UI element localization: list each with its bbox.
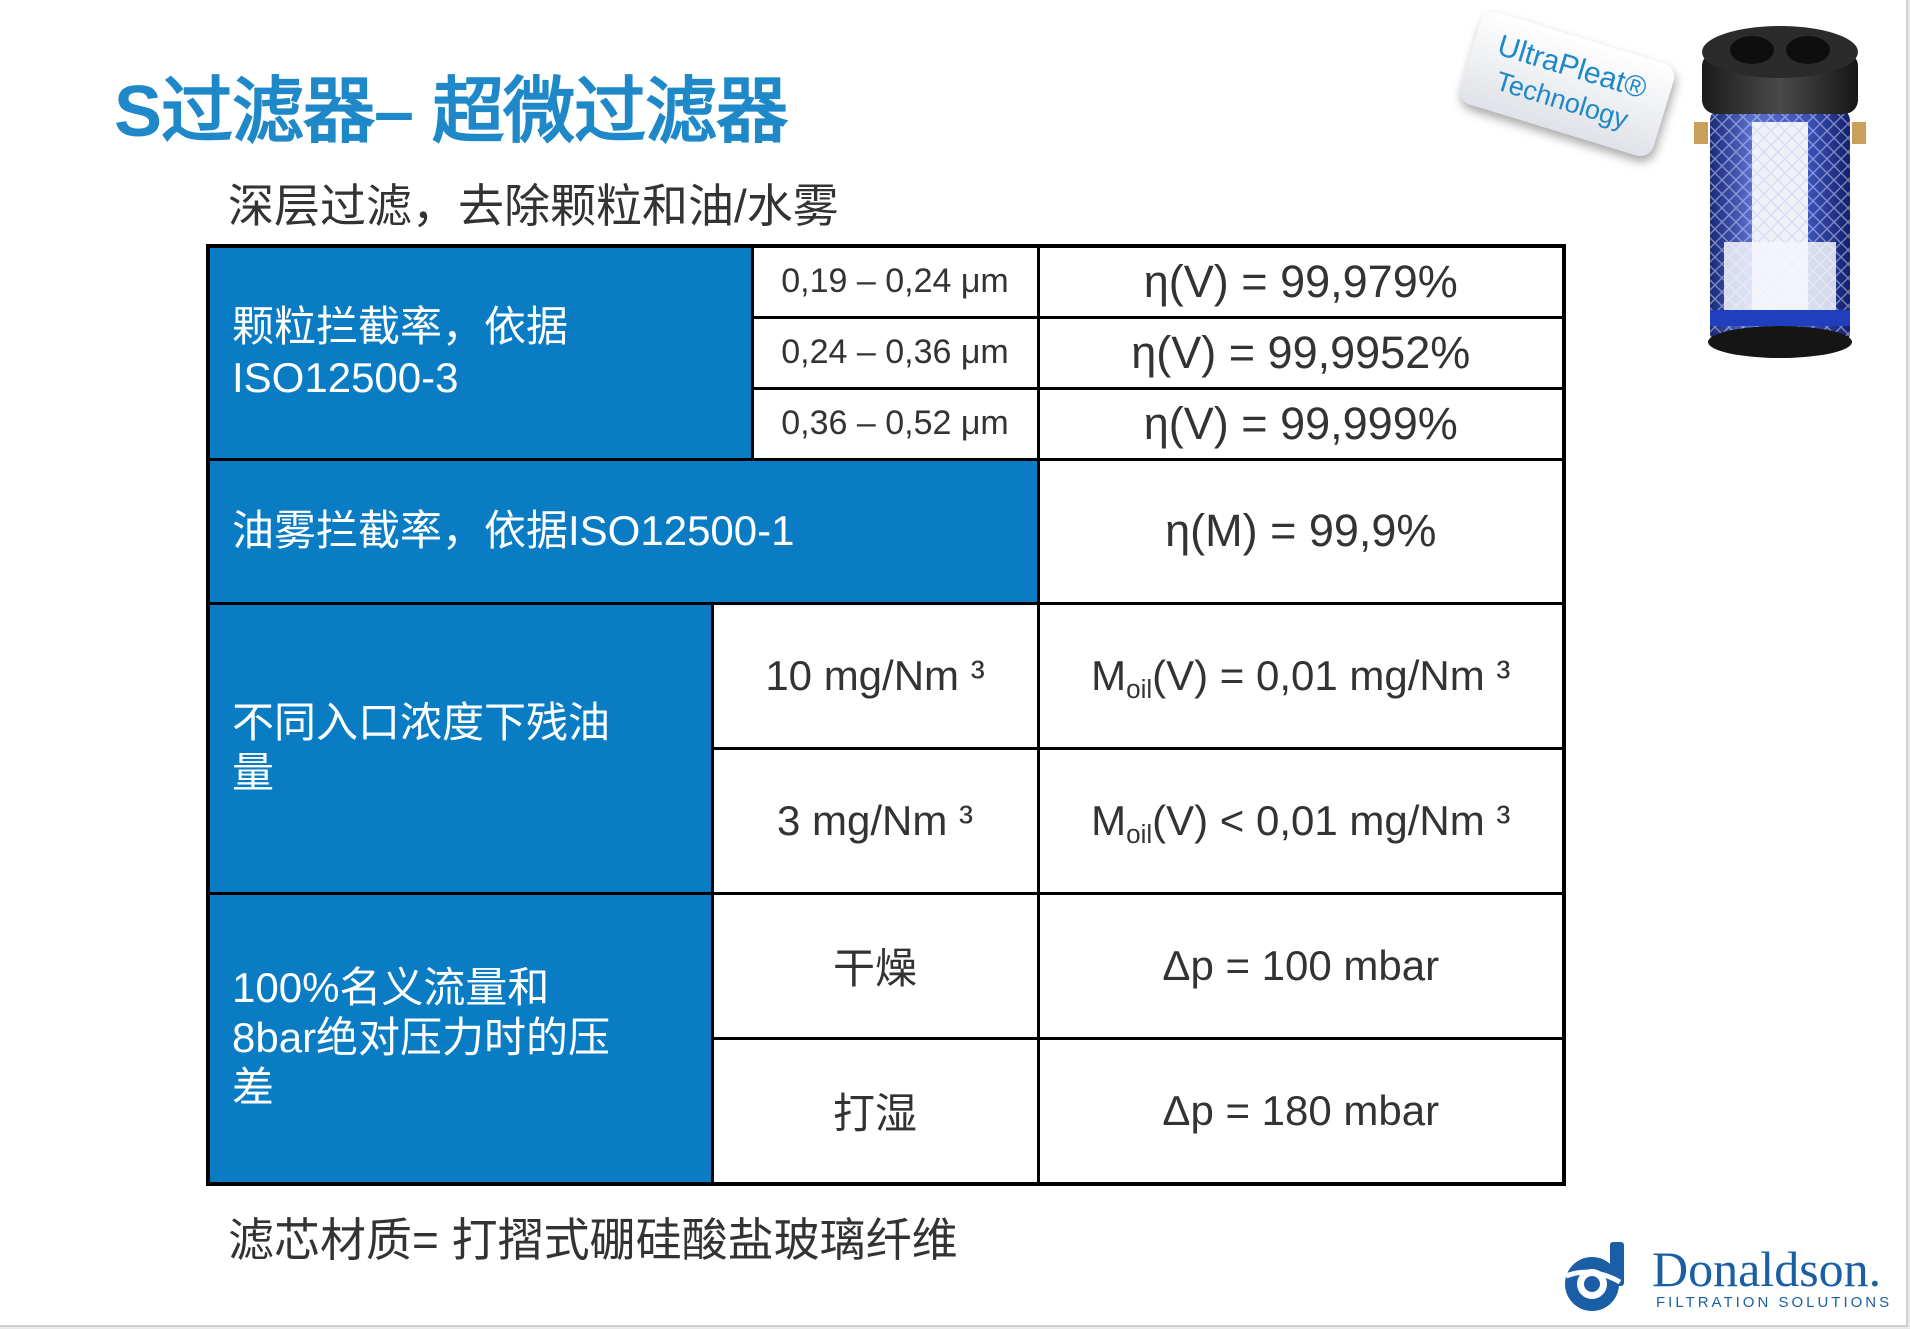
logo-tagline: FILTRATION SOLUTIONS [1656,1294,1893,1311]
residual-oil-value: (V) < 0,01 mg/Nm ³ [1152,796,1511,844]
pressure-drop-label-line-3: 差 [232,1064,275,1112]
oil-mist-efficiency-cell: η(M) = 99,9% [1036,457,1566,605]
residual-oil-label-line-1: 不同入口浓度下残油 [232,698,611,746]
pressure-drop-value-cell: Δp = 100 mbar [1036,891,1566,1040]
logo-wordmark: Donaldson. [1652,1241,1882,1297]
residual-oil-symbol: M [1091,796,1127,844]
inlet-concentration-cell: 3 mg/Nm ³ [710,746,1040,895]
table-row: 3 mg/Nm ³ Moil(V) < 0,01 mg/Nm ³ [208,746,1566,895]
oil-mist-label-cell: 油雾拦截率，依据ISO12500-1 [206,457,1040,605]
pressure-drop-value-cell: Δp = 180 mbar [1036,1036,1566,1186]
particle-efficiency-cell: η(V) = 99,999% [1036,386,1566,461]
filter-material-note: 滤芯材质= 打摺式硼硅酸盐玻璃纤维 [228,1214,958,1266]
residual-oil-subscript: oil [1126,673,1153,704]
inlet-concentration-cell: 10 mg/Nm ³ [710,601,1040,750]
particle-range-cell: 0,19 – 0,24 μm [750,244,1040,319]
particle-range-cell: 0,36 – 0,52 μm [750,386,1040,461]
table-row: 不同入口浓度下残油 量 10 mg/Nm ³ Moil(V) = 0,01 mg… [206,601,1566,895]
residual-oil-value: (V) = 0,01 mg/Nm ³ [1152,651,1511,699]
slide-title: S过滤器– 超微过滤器 [114,72,788,152]
donaldson-logo: Donaldson. FILTRATION SOLUTIONS [1560,1236,1900,1316]
pressure-drop-label-cell: 100%名义流量和 8bar绝对压力时的压 差 [206,891,714,1186]
filter-state-cell: 打湿 [710,1036,1040,1186]
residual-oil-symbol: M [1091,651,1127,699]
residual-oil-label-cell: 不同入口浓度下残油 量 [206,601,714,895]
particle-label-cell: 颗粒拦截率，依据 ISO12500-3 [206,244,754,461]
table-row: 颗粒拦截率，依据 ISO12500-3 0,19 – 0,24 μm η(V) … [206,244,1566,461]
spec-table: 颗粒拦截率，依据 ISO12500-3 0,19 – 0,24 μm η(V) … [206,244,1567,1186]
particle-label-line-1: 颗粒拦截率，依据 [232,303,569,351]
residual-oil-label-line-2: 量 [232,749,275,796]
donaldson-emblem-icon [1565,1242,1624,1311]
particle-efficiency-cell: η(V) = 99,979% [1036,244,1566,319]
subtitle: 深层过滤，去除颗粒和油/水雾 [228,180,839,232]
particle-range-cell: 0,24 – 0,36 μm [750,315,1040,390]
particle-efficiency-cell: η(V) = 99,9952% [1036,315,1566,390]
table-row: 100%名义流量和 8bar绝对压力时的压 差 干燥 Δp = 100 mbar [206,891,1566,1186]
residual-oil-value-cell: Moil(V) = 0,01 mg/Nm ³ [1036,601,1566,750]
residual-oil-subscript: oil [1126,818,1153,849]
residual-oil-value-cell: Moil(V) < 0,01 mg/Nm ³ [1036,746,1566,895]
table-row: 0,36 – 0,52 μm η(V) = 99,999% [208,386,1566,461]
table-row: 打湿 Δp = 180 mbar [208,1036,1566,1186]
ultrapleat-badge: UltraPleat® Technology [1456,8,1678,160]
table-row: 油雾拦截率，依据ISO12500-1 η(M) = 99,9% [206,457,1566,605]
particle-label-line-2: ISO12500-3 [232,353,459,401]
pressure-drop-label-line-1: 100%名义流量和 [232,963,550,1011]
table-row: 0,24 – 0,36 μm η(V) = 99,9952% [208,315,1566,390]
pressure-drop-label-line-2: 8bar绝对压力时的压 [232,1014,611,1062]
filter-state-cell: 干燥 [710,891,1040,1040]
filter-cartridge-image [1694,26,1866,358]
